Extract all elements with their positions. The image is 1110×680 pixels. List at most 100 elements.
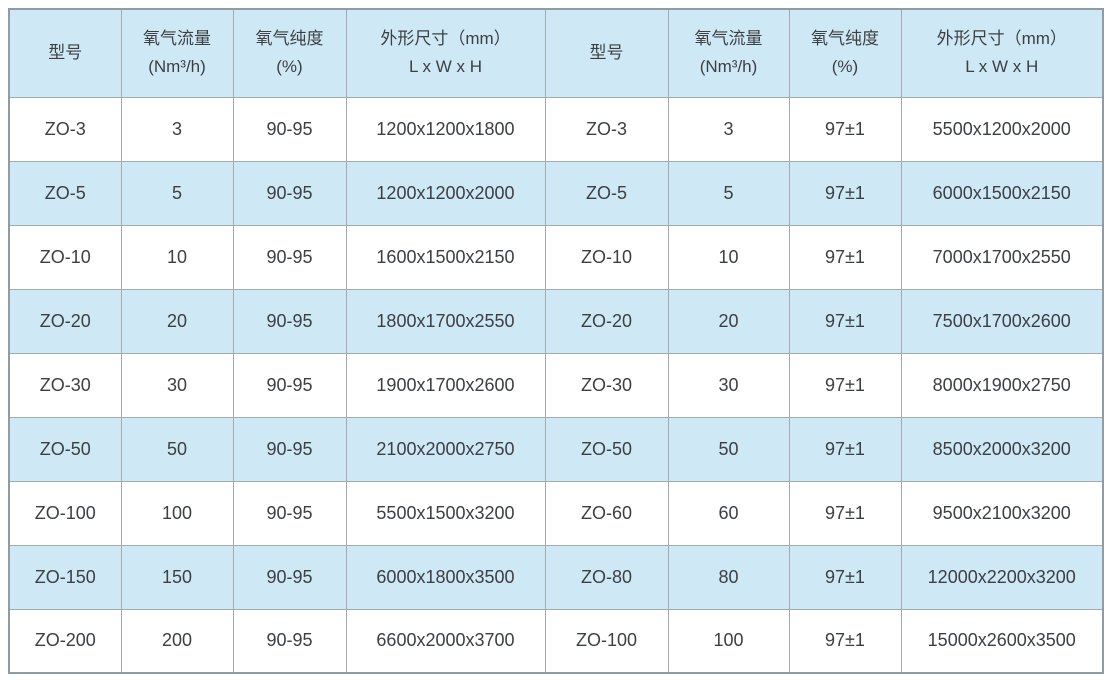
cell-purity-right: 97±1 xyxy=(788,96,902,162)
col-header-model-right: 型号 xyxy=(544,8,669,98)
col-header-purity-right: 氧气纯度 (%) xyxy=(788,8,902,98)
col-header-unit: (%) xyxy=(276,57,303,77)
cell-flow-left: 5 xyxy=(120,160,234,226)
table-header: 型号 氧气流量 (Nm³/h) 氧气纯度 (%) 外形尺寸（mm） L x W … xyxy=(8,8,1104,98)
cell-dimensions-right: 12000x2200x3200 xyxy=(900,544,1104,610)
cell-model-right: ZO-20 xyxy=(544,288,669,354)
cell-flow-right: 30 xyxy=(667,352,790,418)
col-header-title: 氧气纯度 xyxy=(811,29,879,49)
table-row: ZO-100 100 90-95 5500x1500x3200 ZO-60 60 97±1 9… xyxy=(8,480,1104,546)
spec-table: 型号 氧气流量 (Nm³/h) 氧气纯度 (%) 外形尺寸（mm） L x W … xyxy=(8,8,1104,674)
table-row: ZO-10 10 90-95 1600x1500x2150 ZO-10 10 97±1 700… xyxy=(8,224,1104,290)
cell-dimensions-right: 6000x1500x2150 xyxy=(900,160,1104,226)
cell-model-right: ZO-3 xyxy=(544,96,669,162)
cell-model-left: ZO-200 xyxy=(8,608,122,674)
col-header-model-left: 型号 xyxy=(8,8,122,98)
cell-flow-right: 80 xyxy=(667,544,790,610)
cell-model-right: ZO-60 xyxy=(544,480,669,546)
cell-model-left: ZO-150 xyxy=(8,544,122,610)
col-header-unit: L x W x H xyxy=(408,57,483,77)
cell-purity-left: 90-95 xyxy=(232,608,347,674)
cell-flow-right: 5 xyxy=(667,160,790,226)
cell-flow-right: 10 xyxy=(667,224,790,290)
col-header-purity-left: 氧气纯度 (%) xyxy=(232,8,347,98)
col-header-title: 型号 xyxy=(589,43,624,63)
col-header-dimensions-left: 外形尺寸（mm） L x W x H xyxy=(345,8,546,98)
cell-model-left: ZO-30 xyxy=(8,352,122,418)
table-row: ZO-3 3 90-95 1200x1200x1800 ZO-3 3 97±1 5500x12… xyxy=(8,96,1104,162)
cell-model-left: ZO-5 xyxy=(8,160,122,226)
cell-flow-left: 3 xyxy=(120,96,234,162)
col-header-title: 型号 xyxy=(48,43,83,63)
col-header-title: 氧气纯度 xyxy=(255,29,324,49)
cell-dimensions-right: 9500x2100x3200 xyxy=(900,480,1104,546)
cell-flow-left: 20 xyxy=(120,288,234,354)
cell-flow-right: 20 xyxy=(667,288,790,354)
col-header-title: 外形尺寸（mm） xyxy=(380,29,511,49)
cell-model-right: ZO-100 xyxy=(544,608,669,674)
table-row: ZO-30 30 90-95 1900x1700x2600 ZO-30 30 97±1 800… xyxy=(8,352,1104,418)
table-row: ZO-50 50 90-95 2100x2000x2750 ZO-50 50 97±1 850… xyxy=(8,416,1104,482)
cell-dimensions-right: 5500x1200x2000 xyxy=(900,96,1104,162)
cell-purity-left: 90-95 xyxy=(232,96,347,162)
cell-dimensions-right: 7500x1700x2600 xyxy=(900,288,1104,354)
col-header-flow-right: 氧气流量 (Nm³/h) xyxy=(667,8,790,98)
cell-purity-right: 97±1 xyxy=(788,544,902,610)
header-row: 型号 氧气流量 (Nm³/h) 氧气纯度 (%) 外形尺寸（mm） L x W … xyxy=(8,8,1104,98)
cell-flow-right: 100 xyxy=(667,608,790,674)
cell-flow-left: 150 xyxy=(120,544,234,610)
table-row: ZO-5 5 90-95 1200x1200x2000 ZO-5 5 97±1 6000x15… xyxy=(8,160,1104,226)
cell-model-right: ZO-30 xyxy=(544,352,669,418)
col-header-unit: (Nm³/h) xyxy=(148,57,206,77)
cell-purity-left: 90-95 xyxy=(232,288,347,354)
cell-flow-left: 30 xyxy=(120,352,234,418)
cell-purity-right: 97±1 xyxy=(788,224,902,290)
cell-flow-left: 100 xyxy=(120,480,234,546)
col-header-unit: (%) xyxy=(831,57,859,77)
table-row: ZO-150 150 90-95 6000x1800x3500 ZO-80 80 97±1 1… xyxy=(8,544,1104,610)
cell-model-right: ZO-80 xyxy=(544,544,669,610)
cell-flow-left: 10 xyxy=(120,224,234,290)
cell-dimensions-left: 1200x1200x1800 xyxy=(345,96,546,162)
col-header-title: 外形尺寸（mm） xyxy=(936,29,1067,49)
table-row: ZO-20 20 90-95 1800x1700x2550 ZO-20 20 97±1 750… xyxy=(8,288,1104,354)
cell-flow-right: 60 xyxy=(667,480,790,546)
cell-purity-right: 97±1 xyxy=(788,160,902,226)
cell-purity-left: 90-95 xyxy=(232,480,347,546)
cell-dimensions-left: 1600x1500x2150 xyxy=(345,224,546,290)
cell-model-left: ZO-100 xyxy=(8,480,122,546)
col-header-title: 氧气流量 xyxy=(694,29,763,49)
cell-purity-right: 97±1 xyxy=(788,288,902,354)
col-header-flow-left: 氧气流量 (Nm³/h) xyxy=(120,8,234,98)
cell-purity-left: 90-95 xyxy=(232,160,347,226)
table-row: ZO-200 200 90-95 6600x2000x3700 ZO-100 100 97±… xyxy=(8,608,1104,674)
cell-dimensions-left: 6000x1800x3500 xyxy=(345,544,546,610)
col-header-title: 氧气流量 xyxy=(143,29,211,49)
cell-model-right: ZO-10 xyxy=(544,224,669,290)
cell-dimensions-right: 7000x1700x2550 xyxy=(900,224,1104,290)
cell-dimensions-left: 5500x1500x3200 xyxy=(345,480,546,546)
cell-dimensions-left: 6600x2000x3700 xyxy=(345,608,546,674)
cell-purity-right: 97±1 xyxy=(788,608,902,674)
cell-model-left: ZO-50 xyxy=(8,416,122,482)
cell-model-left: ZO-10 xyxy=(8,224,122,290)
cell-purity-left: 90-95 xyxy=(232,416,347,482)
cell-dimensions-right: 8000x1900x2750 xyxy=(900,352,1104,418)
cell-flow-right: 3 xyxy=(667,96,790,162)
cell-flow-right: 50 xyxy=(667,416,790,482)
col-header-dimensions-right: 外形尺寸（mm） L x W x H xyxy=(900,8,1104,98)
cell-model-left: ZO-3 xyxy=(8,96,122,162)
col-header-unit: (Nm³/h) xyxy=(699,57,758,77)
cell-dimensions-right: 15000x2600x3500 xyxy=(900,608,1104,674)
cell-purity-left: 90-95 xyxy=(232,352,347,418)
cell-model-right: ZO-5 xyxy=(544,160,669,226)
cell-dimensions-left: 2100x2000x2750 xyxy=(345,416,546,482)
cell-dimensions-right: 8500x2000x3200 xyxy=(900,416,1104,482)
col-header-unit: L x W x H xyxy=(965,57,1039,77)
cell-dimensions-left: 1900x1700x2600 xyxy=(345,352,546,418)
cell-purity-left: 90-95 xyxy=(232,224,347,290)
cell-purity-right: 97±1 xyxy=(788,480,902,546)
cell-purity-right: 97±1 xyxy=(788,352,902,418)
cell-dimensions-left: 1200x1200x2000 xyxy=(345,160,546,226)
cell-dimensions-left: 1800x1700x2550 xyxy=(345,288,546,354)
